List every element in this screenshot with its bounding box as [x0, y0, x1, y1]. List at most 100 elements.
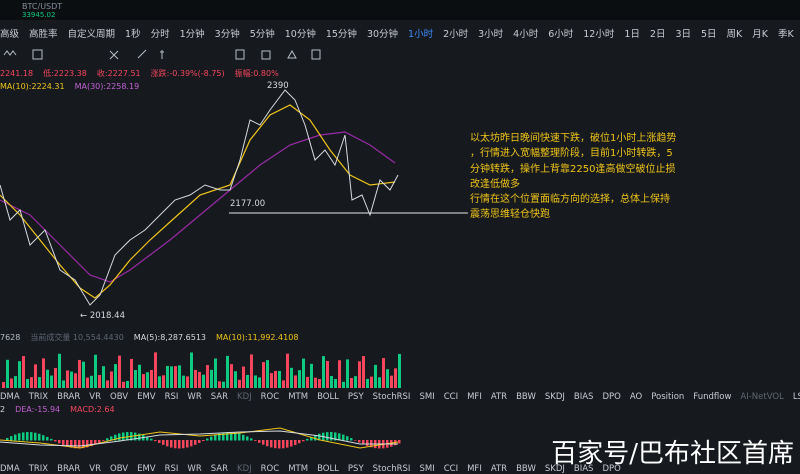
- indicator-tab[interactable]: Position: [651, 392, 685, 402]
- period-option[interactable]: 月K: [752, 29, 769, 40]
- indicator-tab[interactable]: MTM: [288, 392, 309, 402]
- annotation-line: 行情在这个位置面临方向的选择，总体上保持: [470, 194, 670, 206]
- indicator-tab[interactable]: MTM: [288, 464, 309, 474]
- period-option[interactable]: 3日: [675, 29, 691, 40]
- indicator-tab[interactable]: SAR: [210, 464, 229, 474]
- indicator-tab[interactable]: VR: [89, 464, 101, 474]
- macd-bar: [250, 438, 253, 441]
- indicator-tab[interactable]: PSY: [347, 392, 364, 402]
- macd-bar: [10, 436, 13, 441]
- period-option[interactable]: 高胜率: [29, 29, 58, 40]
- period-option[interactable]: 周K: [726, 29, 743, 40]
- indicator-tab[interactable]: BRAR: [57, 464, 81, 474]
- period-option[interactable]: 3小时: [478, 29, 504, 40]
- indicator-tab[interactable]: BRAR: [57, 392, 81, 402]
- indicator-tab[interactable]: RSI: [164, 464, 179, 474]
- indicator-tab[interactable]: TRIX: [28, 464, 49, 474]
- indicator-tab[interactable]: KDJ: [237, 392, 252, 402]
- watermark: 百家号/巴布社区首席: [551, 439, 794, 469]
- tab-last-price: 33945.02: [22, 11, 56, 19]
- period-option[interactable]: 5日: [701, 29, 717, 40]
- indicator-tab[interactable]: MFI: [467, 464, 482, 474]
- period-option[interactable]: 3分钟: [214, 29, 240, 40]
- indicator-tab[interactable]: DMA: [0, 464, 20, 474]
- macd-bar: [74, 440, 77, 449]
- indicator-tab[interactable]: BOLL: [317, 392, 339, 402]
- period-option[interactable]: 15分钟: [325, 29, 357, 40]
- indicator-tab[interactable]: StochRSI: [372, 464, 411, 474]
- indicator-tab[interactable]: WR: [187, 464, 202, 474]
- indicator-tab[interactable]: RSI: [164, 392, 179, 402]
- indicator-tab[interactable]: OBV: [110, 464, 129, 474]
- macd-bar: [182, 440, 185, 449]
- period-option[interactable]: 1秒: [125, 29, 141, 40]
- indicator-tab[interactable]: ATR: [490, 464, 508, 474]
- period-option[interactable]: 4小时: [513, 29, 539, 40]
- indicator-tab[interactable]: BIAS: [573, 392, 594, 402]
- indicator-tab[interactable]: StochRSI: [372, 392, 411, 402]
- period-option[interactable]: 2日: [649, 29, 666, 40]
- period-option[interactable]: 季K: [778, 29, 794, 40]
- indicator-tab[interactable]: CCI: [443, 392, 459, 402]
- macd-bar: [146, 436, 149, 441]
- volume-bar: [222, 381, 225, 388]
- indicator-tab[interactable]: BBW: [516, 392, 536, 402]
- period-option[interactable]: 30分钟: [366, 29, 399, 40]
- volume-bar: [126, 380, 129, 388]
- indicator-tab[interactable]: SAR: [210, 392, 229, 402]
- indicator-tab[interactable]: BIAS: [573, 464, 594, 474]
- volume-bar: [190, 352, 193, 388]
- indicator-tab[interactable]: ATR: [490, 392, 508, 402]
- period-option[interactable]: 高级: [0, 29, 20, 40]
- period-option[interactable]: 12小时: [583, 29, 615, 40]
- indicator-tab[interactable]: EMV: [137, 392, 156, 402]
- volume-bar: [278, 370, 281, 388]
- indicator-tab[interactable]: VR: [89, 392, 101, 402]
- macd-bar: [314, 435, 317, 441]
- macd-bar: [198, 440, 201, 443]
- macd-bar: [150, 438, 153, 441]
- indicator-tab[interactable]: ROC: [260, 392, 280, 402]
- macd-bar: [94, 440, 97, 445]
- indicator-tab[interactable]: AI-NetVOL: [740, 392, 784, 402]
- period-option[interactable]: 分时: [150, 29, 170, 40]
- indicator-tab[interactable]: ROC: [260, 464, 280, 474]
- period-option[interactable]: 自定义周期: [67, 29, 116, 40]
- macd-bar: [270, 440, 273, 448]
- indicator-tab[interactable]: BOLL: [317, 464, 339, 474]
- macd-bar: [298, 440, 301, 444]
- indicator-tab[interactable]: SKDJ: [544, 464, 565, 474]
- indicator-tab[interactable]: DPO: [602, 464, 621, 474]
- macd-bar: [238, 433, 241, 441]
- period-option[interactable]: 2小时: [443, 29, 469, 40]
- indicator-tab[interactable]: SMI: [419, 392, 435, 402]
- volume-bar: [298, 370, 301, 388]
- period-option[interactable]: 1小时: [408, 29, 434, 40]
- indicator-tab[interactable]: MFI: [467, 392, 482, 402]
- volume-value: MA(10):11,992.4108: [216, 333, 299, 342]
- volume-bar: [82, 361, 85, 388]
- macd-bar: [134, 432, 137, 441]
- indicator-tab[interactable]: LSUR: [792, 392, 800, 402]
- period-option[interactable]: 6小时: [548, 29, 574, 40]
- indicator-tab[interactable]: CCI: [443, 464, 459, 474]
- indicator-tab[interactable]: BBW: [516, 464, 536, 474]
- indicator-tab[interactable]: Fundflow: [693, 392, 732, 402]
- indicator-tab[interactable]: SKDJ: [544, 392, 565, 402]
- indicator-tab[interactable]: DPO: [602, 392, 621, 402]
- period-option[interactable]: 1日: [624, 29, 640, 40]
- indicator-tab[interactable]: SMI: [419, 464, 435, 474]
- period-option[interactable]: 1分钟: [179, 29, 205, 40]
- volume-bar: [330, 375, 333, 388]
- volume-bar: [366, 378, 369, 388]
- indicator-tab[interactable]: PSY: [347, 464, 364, 474]
- indicator-tab[interactable]: OBV: [110, 392, 129, 402]
- indicator-tab[interactable]: TRIX: [28, 392, 49, 402]
- period-option[interactable]: 10分钟: [284, 29, 316, 40]
- indicator-tab[interactable]: AO: [629, 392, 643, 402]
- indicator-tab[interactable]: WR: [187, 392, 202, 402]
- indicator-tab[interactable]: KDJ: [237, 464, 252, 474]
- indicator-tab[interactable]: EMV: [137, 464, 156, 474]
- indicator-tab[interactable]: DMA: [0, 392, 20, 402]
- period-option[interactable]: 5分钟: [249, 29, 275, 40]
